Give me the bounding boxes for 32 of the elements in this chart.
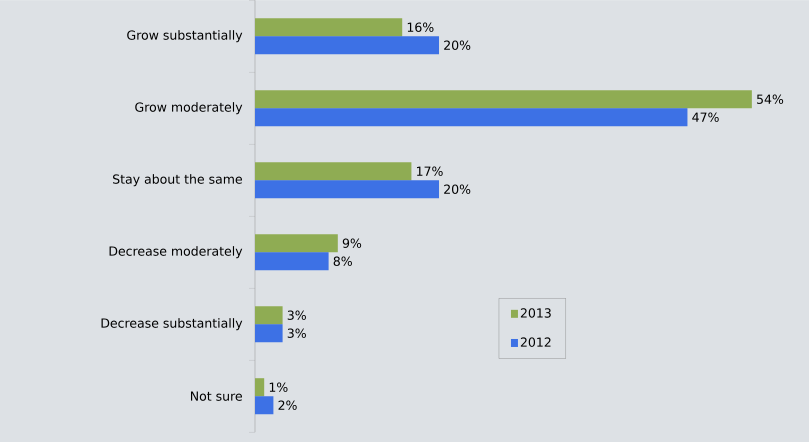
bar: [255, 180, 440, 198]
bar: [255, 234, 338, 252]
data-label: 8%: [334, 256, 352, 266]
data-label: 3%: [288, 328, 306, 338]
data-label: 20%: [444, 184, 470, 194]
y-tick-label: Stay about the same: [113, 174, 242, 186]
data-label: 1%: [270, 382, 288, 392]
bar: [255, 306, 283, 324]
data-label: 47%: [692, 112, 719, 122]
bar: [255, 396, 274, 414]
data-label: 2%: [278, 400, 297, 410]
bar: [255, 162, 412, 180]
legend-label: 2012: [520, 337, 551, 347]
y-tick-label: Not sure: [190, 391, 242, 401]
data-label: 9%: [342, 238, 362, 248]
data-label: 16%: [408, 22, 434, 32]
data-label: 17%: [417, 166, 443, 176]
y-tick-label: Decrease moderately: [110, 246, 242, 258]
data-label: 54%: [757, 94, 784, 104]
data-label: 20%: [444, 40, 470, 50]
bar: [255, 36, 440, 54]
y-tick-label: Grow moderately: [135, 102, 242, 114]
y-tick-label: Decrease substantially: [102, 318, 242, 330]
bar: [255, 324, 283, 342]
legend-label: 2013: [520, 308, 551, 318]
bar: [255, 108, 688, 126]
bar: [255, 90, 752, 108]
data-label: 3%: [288, 310, 306, 320]
bar: [255, 252, 329, 270]
y-tick-label: Grow substantially: [127, 30, 242, 42]
bar: [255, 378, 264, 396]
bar: [255, 18, 402, 36]
